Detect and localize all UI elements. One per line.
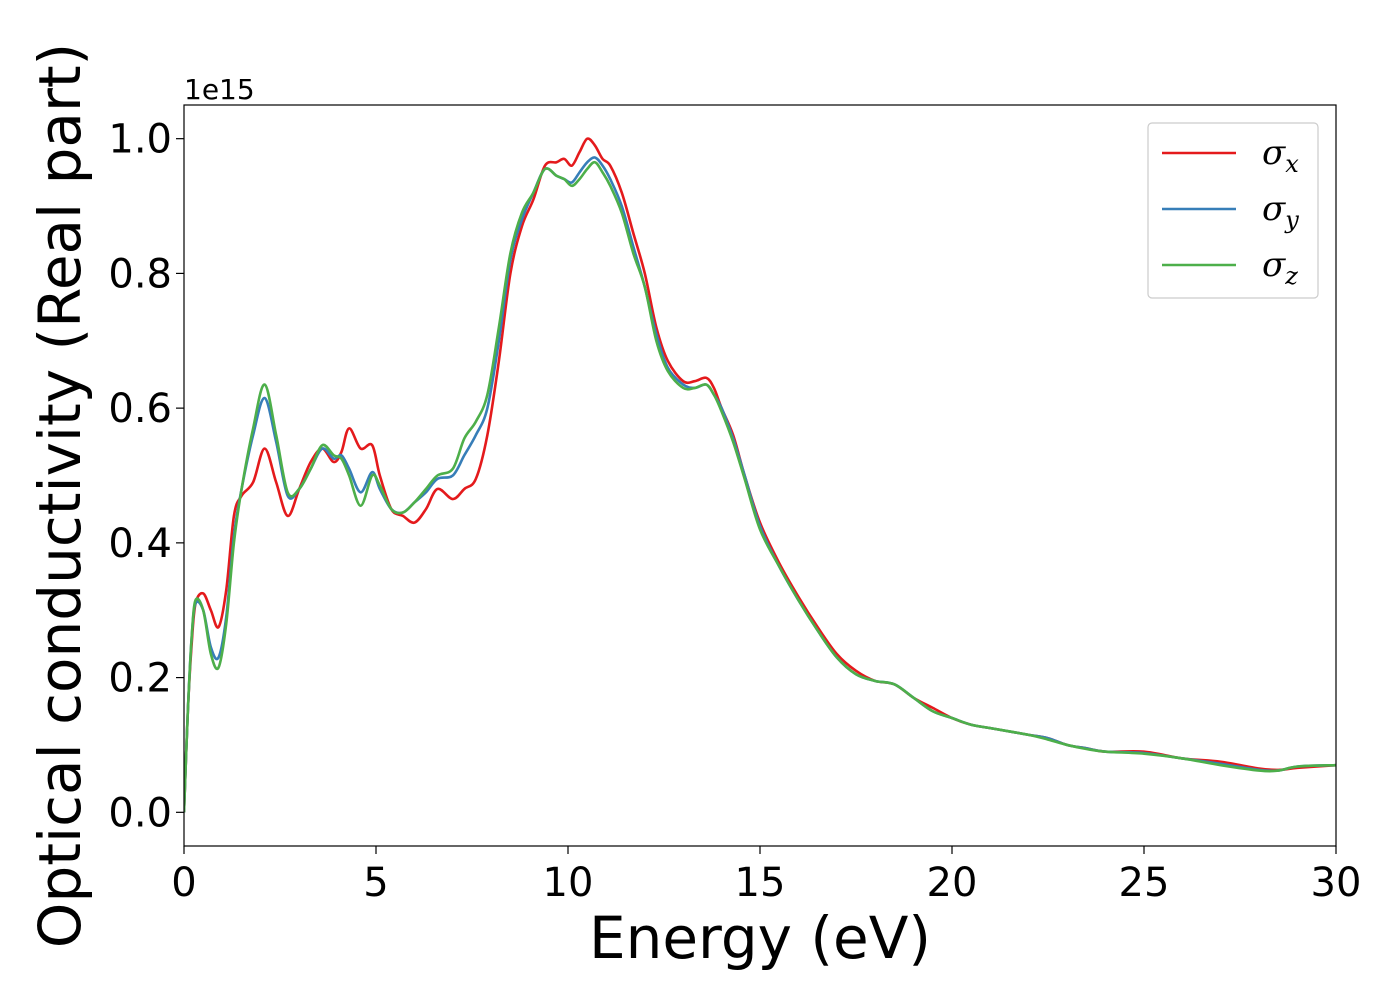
- y-axis-title: Optical conductivity (Real part): [26, 43, 94, 948]
- y-tick-label: 0.6: [108, 386, 172, 432]
- x-tick-label: 10: [543, 860, 594, 906]
- x-tick-label: 15: [735, 860, 786, 906]
- y-tick-label: 0.2: [108, 656, 172, 702]
- x-tick-label: 0: [171, 860, 196, 906]
- legend: σx σy σz: [1147, 122, 1319, 299]
- legend-label-x: σx: [1262, 133, 1299, 178]
- y-tick-label: 0.4: [108, 521, 172, 567]
- y-tick-label: 1.0: [108, 117, 172, 163]
- series-line-z: [184, 160, 1336, 813]
- x-tick-label: 25: [1119, 860, 1170, 906]
- ticks-layer: 0 5 10 15 20 25 30 0.0 0.2 0.4 0.6 0.8 1.0: [108, 117, 1361, 906]
- legend-label-z: σz: [1262, 245, 1298, 290]
- x-tick-label: 5: [363, 860, 388, 906]
- x-axis-title: Energy (eV): [589, 904, 931, 972]
- y-tick-label: 0.8: [108, 251, 172, 297]
- series-layer: [184, 137, 1336, 813]
- legend-label-y: σy: [1262, 189, 1299, 234]
- x-tick-label: 30: [1311, 860, 1362, 906]
- y-tick-label: 0.0: [108, 790, 172, 836]
- x-tick-label: 20: [927, 860, 978, 906]
- y-offset-label: 1e15: [184, 73, 255, 106]
- legend-box: [1147, 122, 1319, 299]
